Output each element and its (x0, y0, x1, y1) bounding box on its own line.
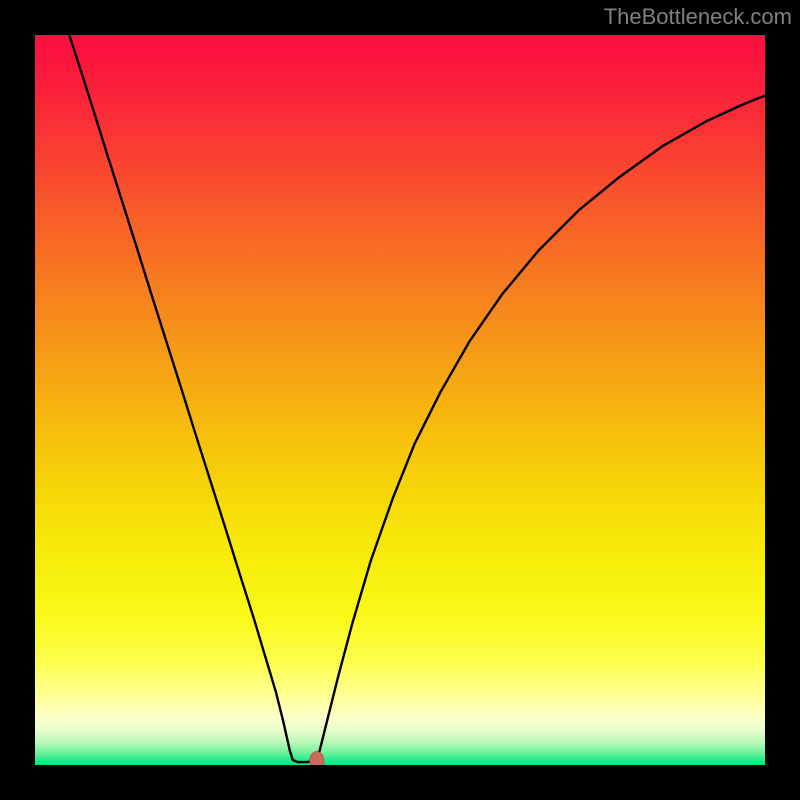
chart-svg (0, 0, 800, 800)
plot-background (35, 35, 765, 765)
bottleneck-chart: TheBottleneck.com (0, 0, 800, 800)
